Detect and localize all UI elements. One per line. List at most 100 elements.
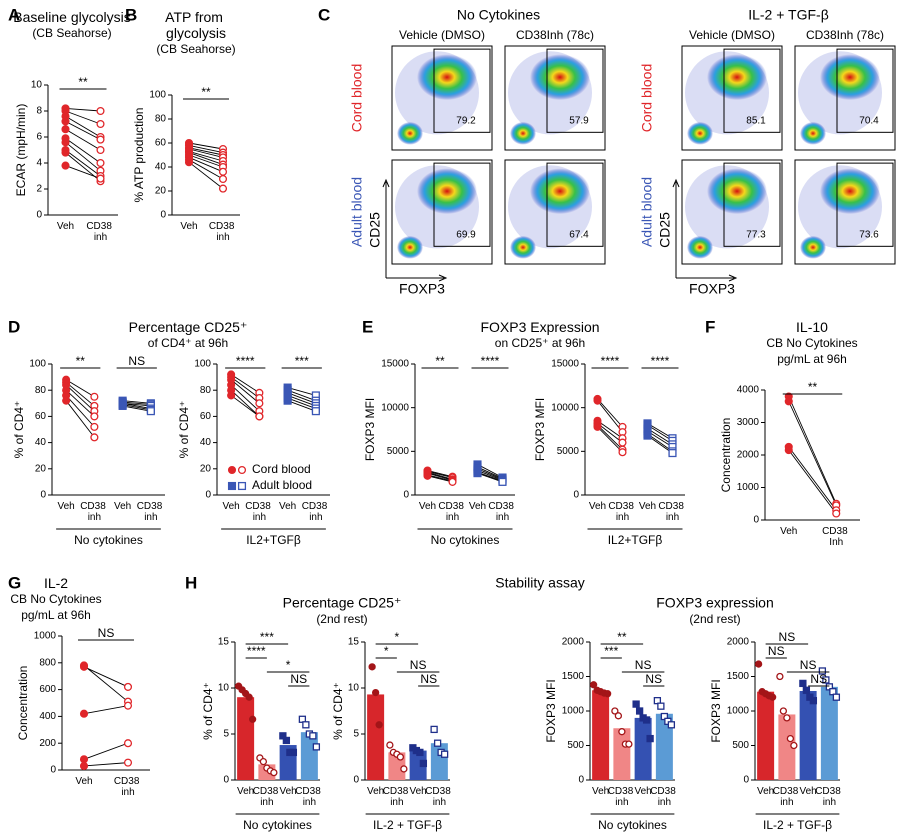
y-tick-label: 15: [218, 637, 230, 648]
y-tick-label: 1000: [562, 706, 585, 717]
pair-line: [788, 396, 837, 504]
y-tick-label: 10: [218, 683, 230, 694]
text-line: Baseline glycolysis: [13, 9, 131, 25]
x-axis-label: FOXP3: [399, 281, 445, 297]
pair-line: [65, 115, 101, 138]
pair-line: [83, 666, 129, 688]
bar: [778, 714, 796, 780]
data-point: [79, 709, 89, 718]
y-tick-label: 600: [39, 684, 56, 695]
pair-line: [65, 149, 101, 177]
density-blob: [510, 235, 536, 259]
text-line: inh: [121, 787, 134, 798]
pair-line: [65, 389, 95, 417]
pair-line: [65, 381, 95, 407]
y-tick-label: 10000: [551, 402, 579, 413]
data-point: [311, 407, 320, 416]
treatment-label: CD38Inh (78c): [516, 28, 594, 42]
text-line: CD38: [245, 501, 273, 512]
data-point: [433, 739, 442, 747]
significance-label: **: [76, 354, 86, 368]
pair-line: [65, 110, 101, 125]
data-point: [289, 748, 298, 757]
significance-label: NS: [128, 354, 145, 368]
chart-title: IL-10: [796, 319, 828, 335]
data-point: [799, 679, 807, 688]
text-line: CD38: [815, 786, 843, 797]
text-line: inh: [216, 232, 229, 243]
pair-line: [122, 404, 151, 411]
pair-line: [188, 156, 224, 173]
row-label: Cord blood: [639, 64, 655, 133]
gate-percentage: 73.6: [859, 230, 879, 241]
data-point: [123, 739, 133, 748]
x-tick-label: CD38 inh: [488, 501, 516, 523]
text-line: Veh: [800, 786, 817, 797]
gate-percentage: 57.9: [569, 116, 589, 127]
x-tick-label: CD38 inh: [608, 786, 636, 808]
data-point: [396, 753, 405, 761]
pair-line: [427, 472, 453, 481]
panel-letter: E: [362, 317, 373, 336]
text-line: CD38: [658, 501, 686, 512]
y-tick-label: 8: [36, 106, 42, 117]
x-tick-label: Veh: [800, 786, 817, 797]
data-point: [96, 119, 105, 129]
text-line: CD38: [137, 501, 165, 512]
data-point: [618, 438, 627, 447]
pair-line: [477, 464, 503, 478]
x-tick-label: Veh: [75, 776, 92, 787]
pair-line: [83, 705, 129, 715]
legend-label: Adult blood: [252, 478, 312, 492]
pair-line: [477, 466, 503, 479]
text-line: CD38: [608, 786, 636, 797]
x-tick-label: CD38 inh: [137, 501, 165, 523]
bar: [799, 690, 817, 780]
x-tick-label: CD38 inh: [658, 501, 686, 523]
data-point: [593, 422, 602, 431]
y-tick-label: 20: [200, 463, 212, 474]
text-line: CD38: [488, 501, 516, 512]
data-point: [430, 725, 438, 734]
group-label: IL-2 + TGF-β: [763, 818, 832, 832]
text-line: inh: [658, 797, 671, 808]
pair-line: [230, 374, 260, 394]
pair-line: [83, 742, 129, 760]
text-line: Inh: [829, 537, 843, 548]
y-tick-label: 5: [223, 729, 229, 740]
text-line: Veh: [780, 526, 797, 537]
group-subtitle: (2nd rest): [316, 612, 367, 626]
bar: [613, 728, 631, 780]
text-line: Veh: [419, 501, 436, 512]
text-line: CD38: [425, 786, 453, 797]
data-point: [96, 158, 105, 168]
x-tick-label: Veh: [469, 501, 486, 512]
chart-title: IL-2: [44, 575, 68, 591]
y-axis-label: Concentration: [719, 418, 733, 493]
text-line: Veh: [58, 501, 75, 512]
group-subtitle: (2nd rest): [689, 612, 740, 626]
data-point: [832, 509, 841, 518]
y-tick-label: 6: [36, 132, 42, 143]
data-point: [270, 768, 278, 777]
text-line: inh: [94, 232, 107, 243]
data-point: [375, 721, 383, 729]
text-line: Veh: [57, 221, 74, 232]
pair-line: [427, 475, 453, 483]
data-point: [611, 707, 619, 715]
bar: [757, 691, 775, 780]
significance-label: **: [617, 630, 627, 644]
chart-subtitle: of CD4⁺ at 96h: [148, 336, 228, 350]
pair-line: [647, 428, 673, 445]
x-tick-label: CD38 inh: [438, 501, 466, 523]
y-tick-label: 40: [155, 162, 167, 173]
data-point: [776, 672, 784, 681]
pair-line: [597, 423, 623, 443]
pair-line: [287, 400, 317, 412]
data-point: [227, 465, 237, 475]
text-line: CD38: [822, 526, 850, 537]
text-line: Veh: [635, 786, 652, 797]
y-tick-label: 5000: [557, 446, 580, 457]
data-point: [90, 433, 99, 442]
text-line: ATP from: [165, 9, 227, 25]
